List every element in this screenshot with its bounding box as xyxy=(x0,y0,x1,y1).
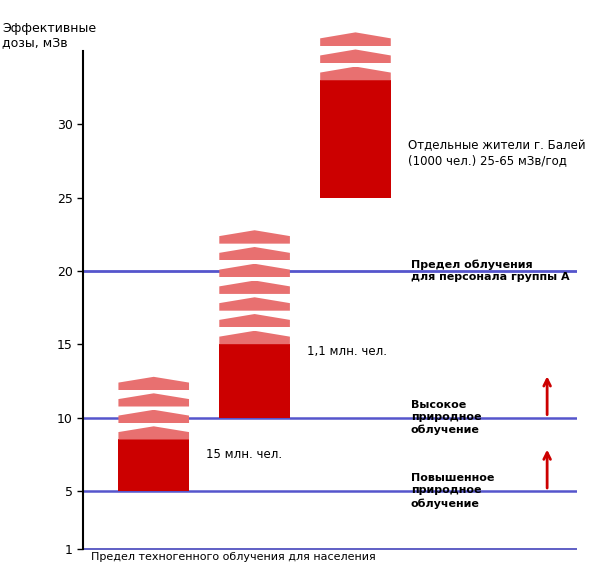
Polygon shape xyxy=(119,393,189,406)
Text: Повышенное
природное
облучение: Повышенное природное облучение xyxy=(411,473,494,508)
Bar xyxy=(119,439,189,491)
Polygon shape xyxy=(219,243,290,247)
Polygon shape xyxy=(219,280,290,294)
Polygon shape xyxy=(219,314,290,327)
Text: Предел облучения
для персонала группы А: Предел облучения для персонала группы А xyxy=(411,259,569,282)
Polygon shape xyxy=(320,50,391,63)
Text: 15 млн. чел.: 15 млн. чел. xyxy=(206,447,282,461)
Polygon shape xyxy=(219,311,290,314)
Polygon shape xyxy=(219,294,290,298)
Polygon shape xyxy=(119,390,189,393)
Polygon shape xyxy=(119,426,189,439)
Text: 1,1 млн. чел.: 1,1 млн. чел. xyxy=(307,345,387,358)
Polygon shape xyxy=(320,32,391,46)
Bar xyxy=(219,344,290,417)
Polygon shape xyxy=(219,264,290,277)
Polygon shape xyxy=(320,67,391,80)
Polygon shape xyxy=(320,46,391,50)
Polygon shape xyxy=(219,260,290,264)
Polygon shape xyxy=(119,423,189,426)
Bar xyxy=(320,80,391,198)
Polygon shape xyxy=(119,406,189,410)
Polygon shape xyxy=(119,377,189,390)
Polygon shape xyxy=(219,230,290,243)
Polygon shape xyxy=(219,298,290,311)
Polygon shape xyxy=(219,277,290,280)
Polygon shape xyxy=(219,331,290,344)
Polygon shape xyxy=(119,410,189,423)
Text: Предел техногенного облучения для населения: Предел техногенного облучения для населе… xyxy=(91,552,376,562)
Polygon shape xyxy=(320,63,391,67)
Text: Эффективные
дозы, мЗв: Эффективные дозы, мЗв xyxy=(2,22,96,50)
Text: Отдельные жители г. Балей
(1000 чел.) 25-65 мЗв/год: Отдельные жители г. Балей (1000 чел.) 25… xyxy=(408,140,586,168)
Text: Высокое
природное
облучение: Высокое природное облучение xyxy=(411,400,482,435)
Polygon shape xyxy=(219,327,290,331)
Polygon shape xyxy=(219,247,290,260)
